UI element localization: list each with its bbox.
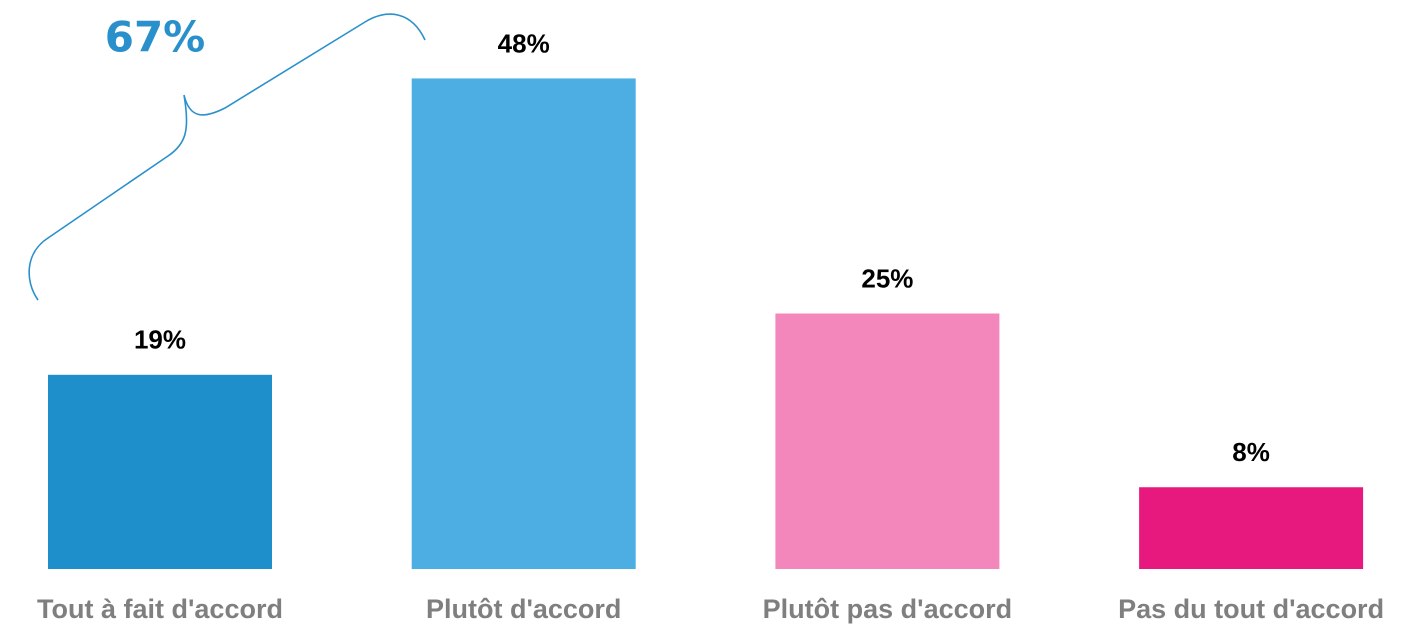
bar <box>411 78 636 569</box>
bar <box>48 374 272 569</box>
annotation: 67% <box>105 13 206 62</box>
value-label: 25% <box>861 263 913 293</box>
bar <box>1139 487 1364 569</box>
x-tick-label: Pas du tout d'accord <box>1118 594 1384 624</box>
x-tick-label: Plutôt pas d'accord <box>763 594 1012 624</box>
value-label: 48% <box>498 28 550 58</box>
value-label: 8% <box>1232 437 1270 467</box>
x-tick-label: Tout à fait d'accord <box>37 594 283 624</box>
bar <box>775 313 1000 569</box>
brace <box>28 13 426 301</box>
x-tick-label: Plutôt d'accord <box>426 594 621 624</box>
value-label: 19% <box>134 325 186 355</box>
